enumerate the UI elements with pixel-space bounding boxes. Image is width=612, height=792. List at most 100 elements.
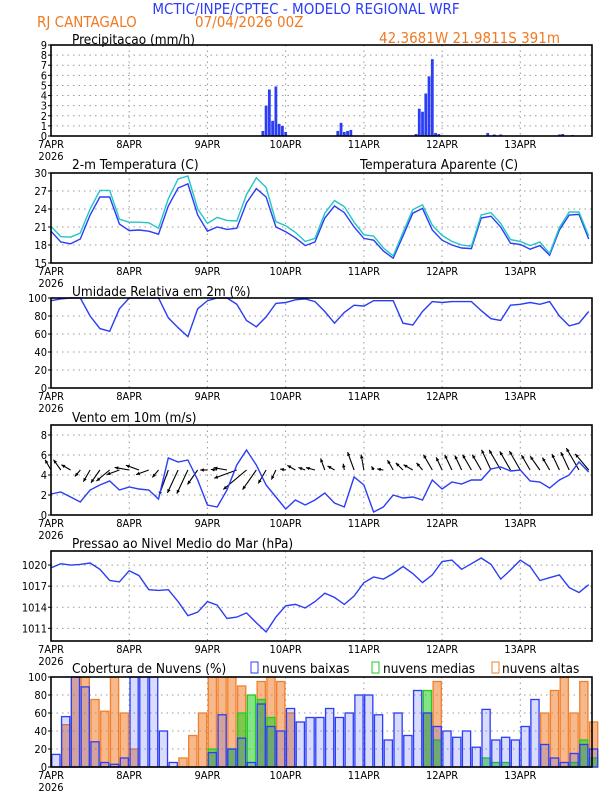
x-tick-label: 7APR bbox=[38, 138, 64, 151]
nuvens-baixas-bar bbox=[422, 712, 433, 768]
wind-vector-arrow bbox=[166, 469, 179, 494]
wind-vector-arrow bbox=[499, 451, 512, 471]
precip-bar bbox=[486, 132, 490, 136]
nuvens-altas-bar bbox=[549, 689, 560, 768]
wind-vector-arrow bbox=[327, 465, 335, 471]
precip-bar bbox=[430, 59, 434, 136]
x-tick-label: 8APR bbox=[116, 517, 142, 530]
nuvens-baixas-bar bbox=[540, 743, 550, 768]
nuvens-baixas-bar bbox=[354, 694, 364, 768]
plot-frame bbox=[50, 676, 593, 768]
precip-title: Precipitacao (mm/h) bbox=[72, 32, 195, 48]
wind-vector-arrow bbox=[481, 449, 492, 471]
wind-vector-arrow bbox=[222, 469, 247, 490]
precip-bar bbox=[417, 108, 421, 136]
x-tick-label: 13APR bbox=[504, 517, 536, 530]
y-tick-label: 8 bbox=[41, 429, 47, 442]
x-tick-label: 12APR bbox=[426, 138, 458, 151]
nuvens-baixas-bar bbox=[285, 707, 296, 768]
x-tick-label: 10APR bbox=[270, 517, 302, 530]
wind-vector-arrow bbox=[125, 464, 140, 471]
y-tick-label: 2 bbox=[41, 110, 47, 123]
temp-panel: 7APR 8APR 9APR 10APR 11APR 12APR 13APR 2026 15 18… bbox=[34, 167, 593, 290]
wind-vector-arrow bbox=[53, 459, 62, 471]
y-tick-label: 21 bbox=[34, 221, 47, 234]
y-tick-label: 6 bbox=[41, 449, 47, 462]
precip-bar bbox=[277, 123, 281, 136]
precip-bar bbox=[336, 130, 340, 136]
wind-vector-arrow bbox=[114, 466, 130, 471]
wind-vector-arrow bbox=[387, 459, 394, 471]
y-tick-label: 2 bbox=[41, 489, 47, 502]
precip-bar bbox=[427, 76, 431, 136]
x-tick-label: 10APR bbox=[270, 265, 302, 278]
x-year-label: 2026 bbox=[38, 781, 63, 792]
nuvens-baixas-bar bbox=[256, 703, 266, 768]
y-tick-label: 15 bbox=[34, 257, 47, 270]
header-station: RJ CANTAGALO bbox=[37, 13, 137, 31]
nuvens-baixas-bar bbox=[119, 757, 130, 768]
pressure-title: Pressao ao Nivel Medio do Mar (hPa) bbox=[72, 536, 293, 552]
y-tick-label: 40 bbox=[34, 346, 47, 359]
precip-bar bbox=[274, 86, 278, 136]
nuvens-baixas-bar bbox=[520, 725, 530, 768]
y-tick-label: 80 bbox=[34, 689, 47, 702]
nuvens-baixas-bar bbox=[51, 753, 61, 768]
nuvens-baixas-bar bbox=[500, 736, 511, 768]
nuvens-baixas-bar bbox=[344, 712, 354, 768]
precip-bar bbox=[346, 130, 349, 136]
wind-vector-arrow bbox=[529, 455, 541, 471]
precip-bar bbox=[437, 133, 441, 136]
y-tick-label: 4 bbox=[41, 90, 47, 103]
wind-vector-arrow bbox=[565, 447, 580, 471]
wind-vector-arrow bbox=[395, 462, 404, 471]
wind-vector-arrow bbox=[82, 469, 91, 482]
high-cloud-legend-swatch bbox=[491, 661, 500, 674]
nuvens-baixas-bar bbox=[139, 676, 149, 768]
y-tick-label: 1014 bbox=[22, 601, 47, 614]
wind-vector-arrow bbox=[61, 464, 71, 471]
precip-bar bbox=[280, 125, 284, 136]
y-tick-label: 80 bbox=[34, 310, 47, 323]
wind-vector-arrow bbox=[471, 454, 482, 471]
y-tick-label: 100 bbox=[28, 292, 47, 305]
nuvens-baixas-bar bbox=[80, 686, 90, 768]
wind-panel: 7APR 8APR 9APR 10APR 11APR 12APR 13APR 2026 0 2 4 6… bbox=[38, 424, 593, 542]
x-tick-label: 11APR bbox=[348, 643, 380, 656]
nuvens-baixas-bar bbox=[471, 746, 482, 768]
nuvens-altas-bar bbox=[197, 712, 208, 768]
wind-vector-arrow bbox=[454, 455, 463, 471]
wind-vector-arrow bbox=[213, 466, 228, 471]
precip-bar bbox=[424, 93, 428, 136]
nuvens-baixas-bar bbox=[383, 739, 394, 768]
x-tick-label: 11APR bbox=[348, 517, 380, 530]
nuvens-baixas-bar bbox=[207, 751, 218, 768]
precip-bar bbox=[264, 105, 268, 136]
nuvens-baixas-bar bbox=[569, 752, 579, 768]
precip-bar bbox=[434, 132, 437, 136]
nuvens-baixas-bar bbox=[266, 725, 276, 768]
velocidade-line bbox=[50, 448, 590, 513]
plot-frame bbox=[50, 550, 593, 642]
nuvens-baixas-bar bbox=[334, 716, 345, 768]
y-tick-label: 1020 bbox=[22, 559, 47, 572]
nuvens-baixas-bar bbox=[412, 689, 423, 768]
x-tick-label: 11APR bbox=[348, 138, 380, 151]
precip-bar bbox=[339, 122, 343, 136]
x-tick-label: 12APR bbox=[426, 769, 458, 782]
header-title: MCTIC/INPE/CPTEC - MODELO REGIONAL WRF bbox=[152, 0, 459, 18]
nuvens-altas-bar bbox=[188, 734, 198, 768]
nuvens-baixas-bar bbox=[588, 748, 599, 768]
y-tick-label: 6 bbox=[41, 69, 47, 82]
y-tick-label: 1017 bbox=[22, 580, 47, 593]
wind-vector-arrow bbox=[151, 469, 159, 478]
wind-vector-arrow bbox=[360, 454, 365, 471]
x-tick-label: 12APR bbox=[426, 265, 458, 278]
x-tick-label: 7APR bbox=[38, 390, 64, 403]
x-tick-label: 10APR bbox=[270, 643, 302, 656]
nuvens-baixas-bar bbox=[481, 708, 491, 768]
x-tick-label: 11APR bbox=[348, 265, 380, 278]
nuvens-baixas-bar bbox=[60, 715, 71, 768]
cloud-panel: 7APR 8APR 9APR 10APR 11APR 12APR 13APR 2026 0 20 4… bbox=[28, 671, 599, 792]
x-year-label: 2026 bbox=[38, 529, 63, 542]
